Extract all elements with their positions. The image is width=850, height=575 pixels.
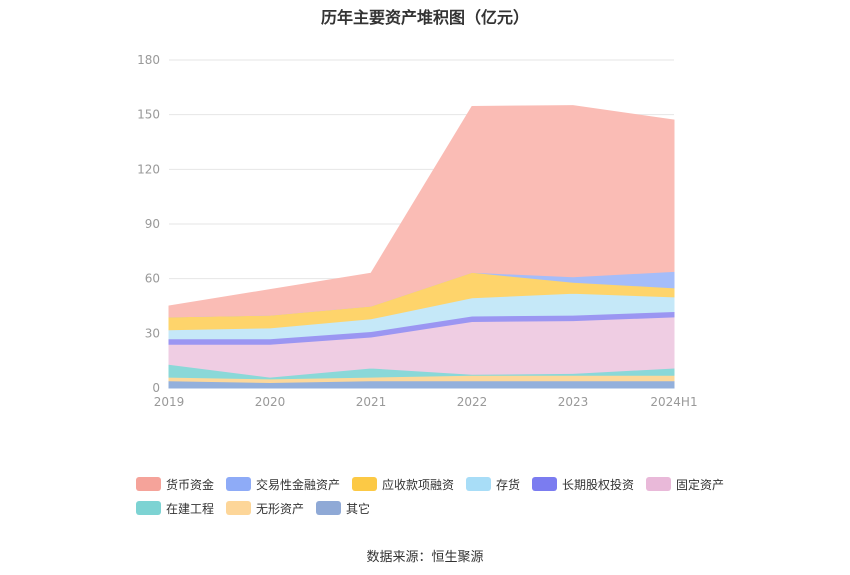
legend-label: 交易性金融资产 bbox=[256, 477, 341, 492]
legend-item[interactable]: 在建工程 bbox=[136, 500, 214, 517]
legend-label: 固定资产 bbox=[676, 477, 725, 492]
y-axis: 0 30 60 90 120 150 180 bbox=[137, 53, 160, 395]
legend-label: 货币资金 bbox=[166, 477, 215, 492]
y-tick-label: 60 bbox=[145, 272, 160, 286]
y-tick-label: 180 bbox=[137, 53, 160, 67]
legend-swatch bbox=[136, 501, 161, 515]
legend-swatch bbox=[316, 501, 342, 515]
legend-label: 其它 bbox=[346, 501, 371, 516]
legend-label: 存货 bbox=[495, 477, 520, 492]
area-series bbox=[168, 105, 675, 389]
legend-swatch bbox=[352, 477, 377, 491]
legend-label: 无形资产 bbox=[256, 501, 305, 516]
x-axis: 2019 2020 2021 2022 2023 2024H1 bbox=[154, 395, 698, 409]
chart-title: 历年主要资产堆积图（亿元） bbox=[320, 8, 529, 27]
legend-label: 在建工程 bbox=[166, 501, 215, 516]
x-tick-label: 2024H1 bbox=[650, 395, 697, 409]
area-货币资金 bbox=[168, 105, 675, 318]
y-tick-label: 120 bbox=[137, 162, 160, 176]
x-tick-label: 2021 bbox=[356, 395, 387, 409]
legend-swatch bbox=[136, 477, 161, 491]
x-tick-label: 2020 bbox=[255, 395, 286, 409]
x-tick-label: 2019 bbox=[154, 395, 185, 409]
legend-swatch bbox=[646, 477, 671, 491]
data-source: 数据来源：恒生聚源 bbox=[366, 550, 484, 565]
y-tick-label: 150 bbox=[137, 108, 160, 122]
legend-swatch bbox=[466, 477, 491, 491]
legend-item[interactable]: 长期股权投资 bbox=[532, 476, 634, 493]
legend-item[interactable]: 固定资产 bbox=[646, 476, 724, 493]
legend: 货币资金 交易性金融资产 应收款项融资 存货 长期股权投资 固定资产 在建工程 无形资产 其它 bbox=[136, 472, 736, 520]
legend-row: 货币资金 交易性金融资产 应收款项融资 存货 长期股权投资 固定资产 bbox=[136, 472, 736, 496]
legend-item[interactable]: 应收款项融资 bbox=[352, 476, 454, 493]
legend-swatch bbox=[532, 477, 557, 491]
y-tick-label: 90 bbox=[145, 217, 160, 231]
legend-item[interactable]: 无形资产 bbox=[226, 500, 304, 517]
legend-swatch bbox=[226, 477, 251, 491]
legend-row: 在建工程 无形资产 其它 bbox=[136, 496, 736, 520]
legend-item[interactable]: 货币资金 bbox=[136, 476, 214, 493]
legend-swatch bbox=[226, 501, 252, 515]
y-tick-label: 30 bbox=[145, 326, 160, 340]
legend-item[interactable]: 存货 bbox=[466, 476, 520, 493]
legend-label: 长期股权投资 bbox=[562, 477, 635, 492]
legend-item[interactable]: 其它 bbox=[316, 500, 370, 517]
x-tick-label: 2022 bbox=[457, 395, 488, 409]
legend-label: 应收款项融资 bbox=[382, 477, 455, 492]
stacked-area-chart: 0 30 60 90 120 150 180 2019 2020 2021 2022 2023 202… bbox=[137, 53, 698, 409]
x-tick-label: 2023 bbox=[558, 395, 589, 409]
legend-item[interactable]: 交易性金融资产 bbox=[226, 476, 340, 493]
y-tick-label: 0 bbox=[152, 381, 160, 395]
